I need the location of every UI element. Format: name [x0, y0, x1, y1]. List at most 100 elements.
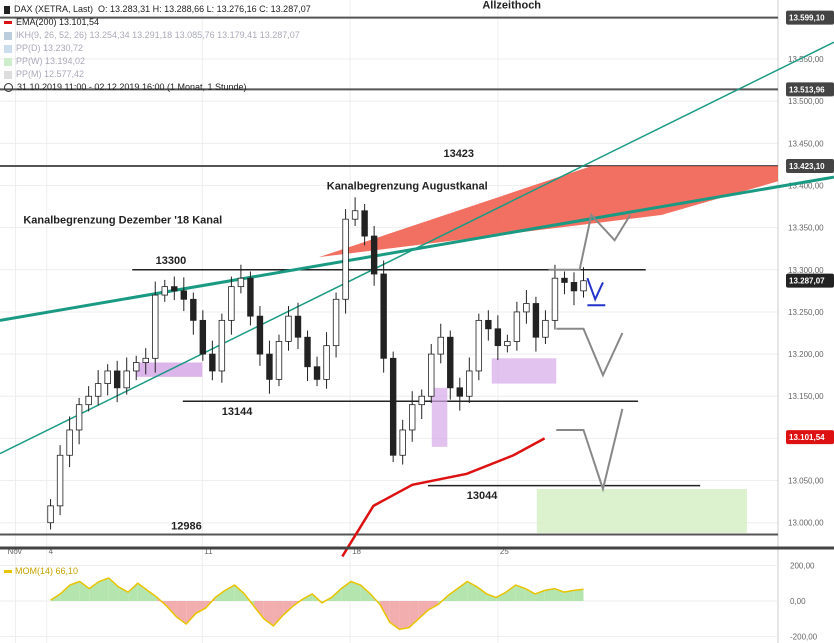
mom-area: [486, 593, 497, 601]
candle-body: [447, 336, 454, 389]
y-tick-label: 13.050,00: [788, 477, 824, 486]
candle-body: [209, 353, 216, 372]
mom-area: [234, 585, 245, 601]
mom-area: [69, 581, 80, 601]
purple-zone: [431, 387, 448, 447]
candle-body: [361, 210, 368, 237]
mom-area: [428, 601, 439, 610]
mom-area: [447, 588, 458, 601]
mom-label-text: MOM(14) 66,10: [15, 566, 79, 576]
mom-area: [535, 590, 545, 601]
mom-area: [505, 585, 516, 601]
mom-area: [350, 581, 361, 601]
y-tick-label: 13.300,00: [788, 266, 824, 275]
scenario-arrow: [548, 212, 632, 271]
candle-body: [47, 505, 54, 524]
ikh-swatch-icon: [4, 31, 12, 40]
mom-area: [166, 601, 177, 617]
ppw-swatch-icon: [4, 57, 12, 66]
legend-ikh: IKH(9, 26, 52, 26) 13.254,34 13.291,18 1…: [16, 30, 300, 40]
x-tick-label: 18: [352, 547, 361, 556]
candle-body: [285, 315, 292, 342]
mom-area: [476, 586, 487, 601]
candle-icon: [4, 5, 10, 14]
candle-body: [66, 429, 73, 456]
candle-body: [523, 303, 530, 313]
mom-area: [99, 577, 109, 601]
candle-body: [504, 341, 511, 347]
mom-area: [360, 585, 371, 601]
mom-tick-label: 200,00: [790, 562, 815, 571]
price-badge-label: 13.599,10: [789, 14, 825, 23]
mom-swatch-icon: [4, 570, 12, 574]
green-target-zone: [536, 488, 747, 533]
mom-label: MOM(14) 66,10: [4, 566, 78, 576]
candle-body: [123, 370, 130, 389]
price-badge-label: 13.423,10: [789, 162, 825, 171]
candle-body: [418, 395, 425, 406]
candle-body: [570, 282, 578, 292]
candle-body: [561, 277, 568, 283]
mom-area: [341, 581, 351, 601]
legend-ppm: PP(M) 12.577,42: [16, 69, 85, 79]
level-13423-label: 13423: [443, 148, 474, 160]
mom-area: [254, 601, 264, 619]
purple-zone: [491, 358, 557, 384]
ppd-swatch-icon: [4, 44, 12, 53]
y-tick-label: 13.250,00: [788, 308, 824, 317]
mom-area: [273, 601, 284, 626]
mom-area: [399, 601, 410, 630]
dezember-channel-line: [0, 175, 834, 322]
scenario-arrow: [556, 408, 624, 493]
level-13144-label: 13144: [222, 406, 253, 418]
candle-body: [161, 286, 168, 296]
y-tick-label: 13.550,00: [788, 55, 824, 64]
scenario-arrow: [556, 327, 624, 378]
candle-body: [313, 366, 321, 380]
candle-body: [580, 280, 587, 292]
candle-body: [456, 387, 463, 397]
candle-body: [171, 286, 178, 292]
candle-body: [542, 319, 549, 338]
mom-area: [79, 581, 90, 601]
candle-body: [56, 454, 64, 507]
candle-body: [466, 370, 473, 397]
y-tick-label: 13.400,00: [788, 181, 824, 190]
mom-area: [418, 601, 429, 619]
candle-body: [152, 294, 159, 359]
candle-body: [380, 273, 387, 359]
candle-body: [494, 328, 502, 347]
legend-ppw: PP(W) 13.194,02: [16, 56, 86, 66]
candle-body: [104, 370, 111, 385]
ema-swatch-icon: [4, 21, 12, 24]
candle-body: [399, 429, 406, 456]
candle-body: [180, 290, 188, 300]
candle-body: [389, 357, 397, 456]
mom-area: [467, 581, 477, 601]
candle-body: [294, 315, 302, 338]
dezember-kanal-label: Kanalbegrenzung Dezember '18 Kanal: [23, 214, 222, 226]
clock-icon: [4, 83, 13, 92]
y-tick-label: 13.150,00: [788, 392, 824, 401]
candle-body: [485, 319, 492, 330]
candle-body: [351, 210, 359, 220]
candle-body: [142, 357, 149, 363]
augustkanal-label: Kanalbegrenzung Augustkanal: [327, 181, 488, 193]
level-13300-label: 13300: [156, 255, 187, 267]
red-wedge-zone: [318, 166, 778, 258]
x-tick-label: 25: [500, 547, 509, 556]
mom-area: [118, 586, 129, 601]
candle-body: [247, 277, 254, 317]
x-tick-label: 4: [49, 547, 54, 556]
candle-body: [342, 218, 349, 300]
mom-area: [186, 601, 196, 625]
legend-range: 31.10.2019 11:00 - 02.12.2019 16:00 (1 M…: [17, 82, 247, 92]
candle-body: [228, 286, 235, 321]
candle-body: [237, 277, 245, 288]
price-badge: [786, 430, 834, 445]
price-badge: [786, 82, 834, 97]
candle-body: [275, 341, 283, 380]
candle-body: [94, 383, 102, 397]
candle-body: [304, 336, 311, 368]
